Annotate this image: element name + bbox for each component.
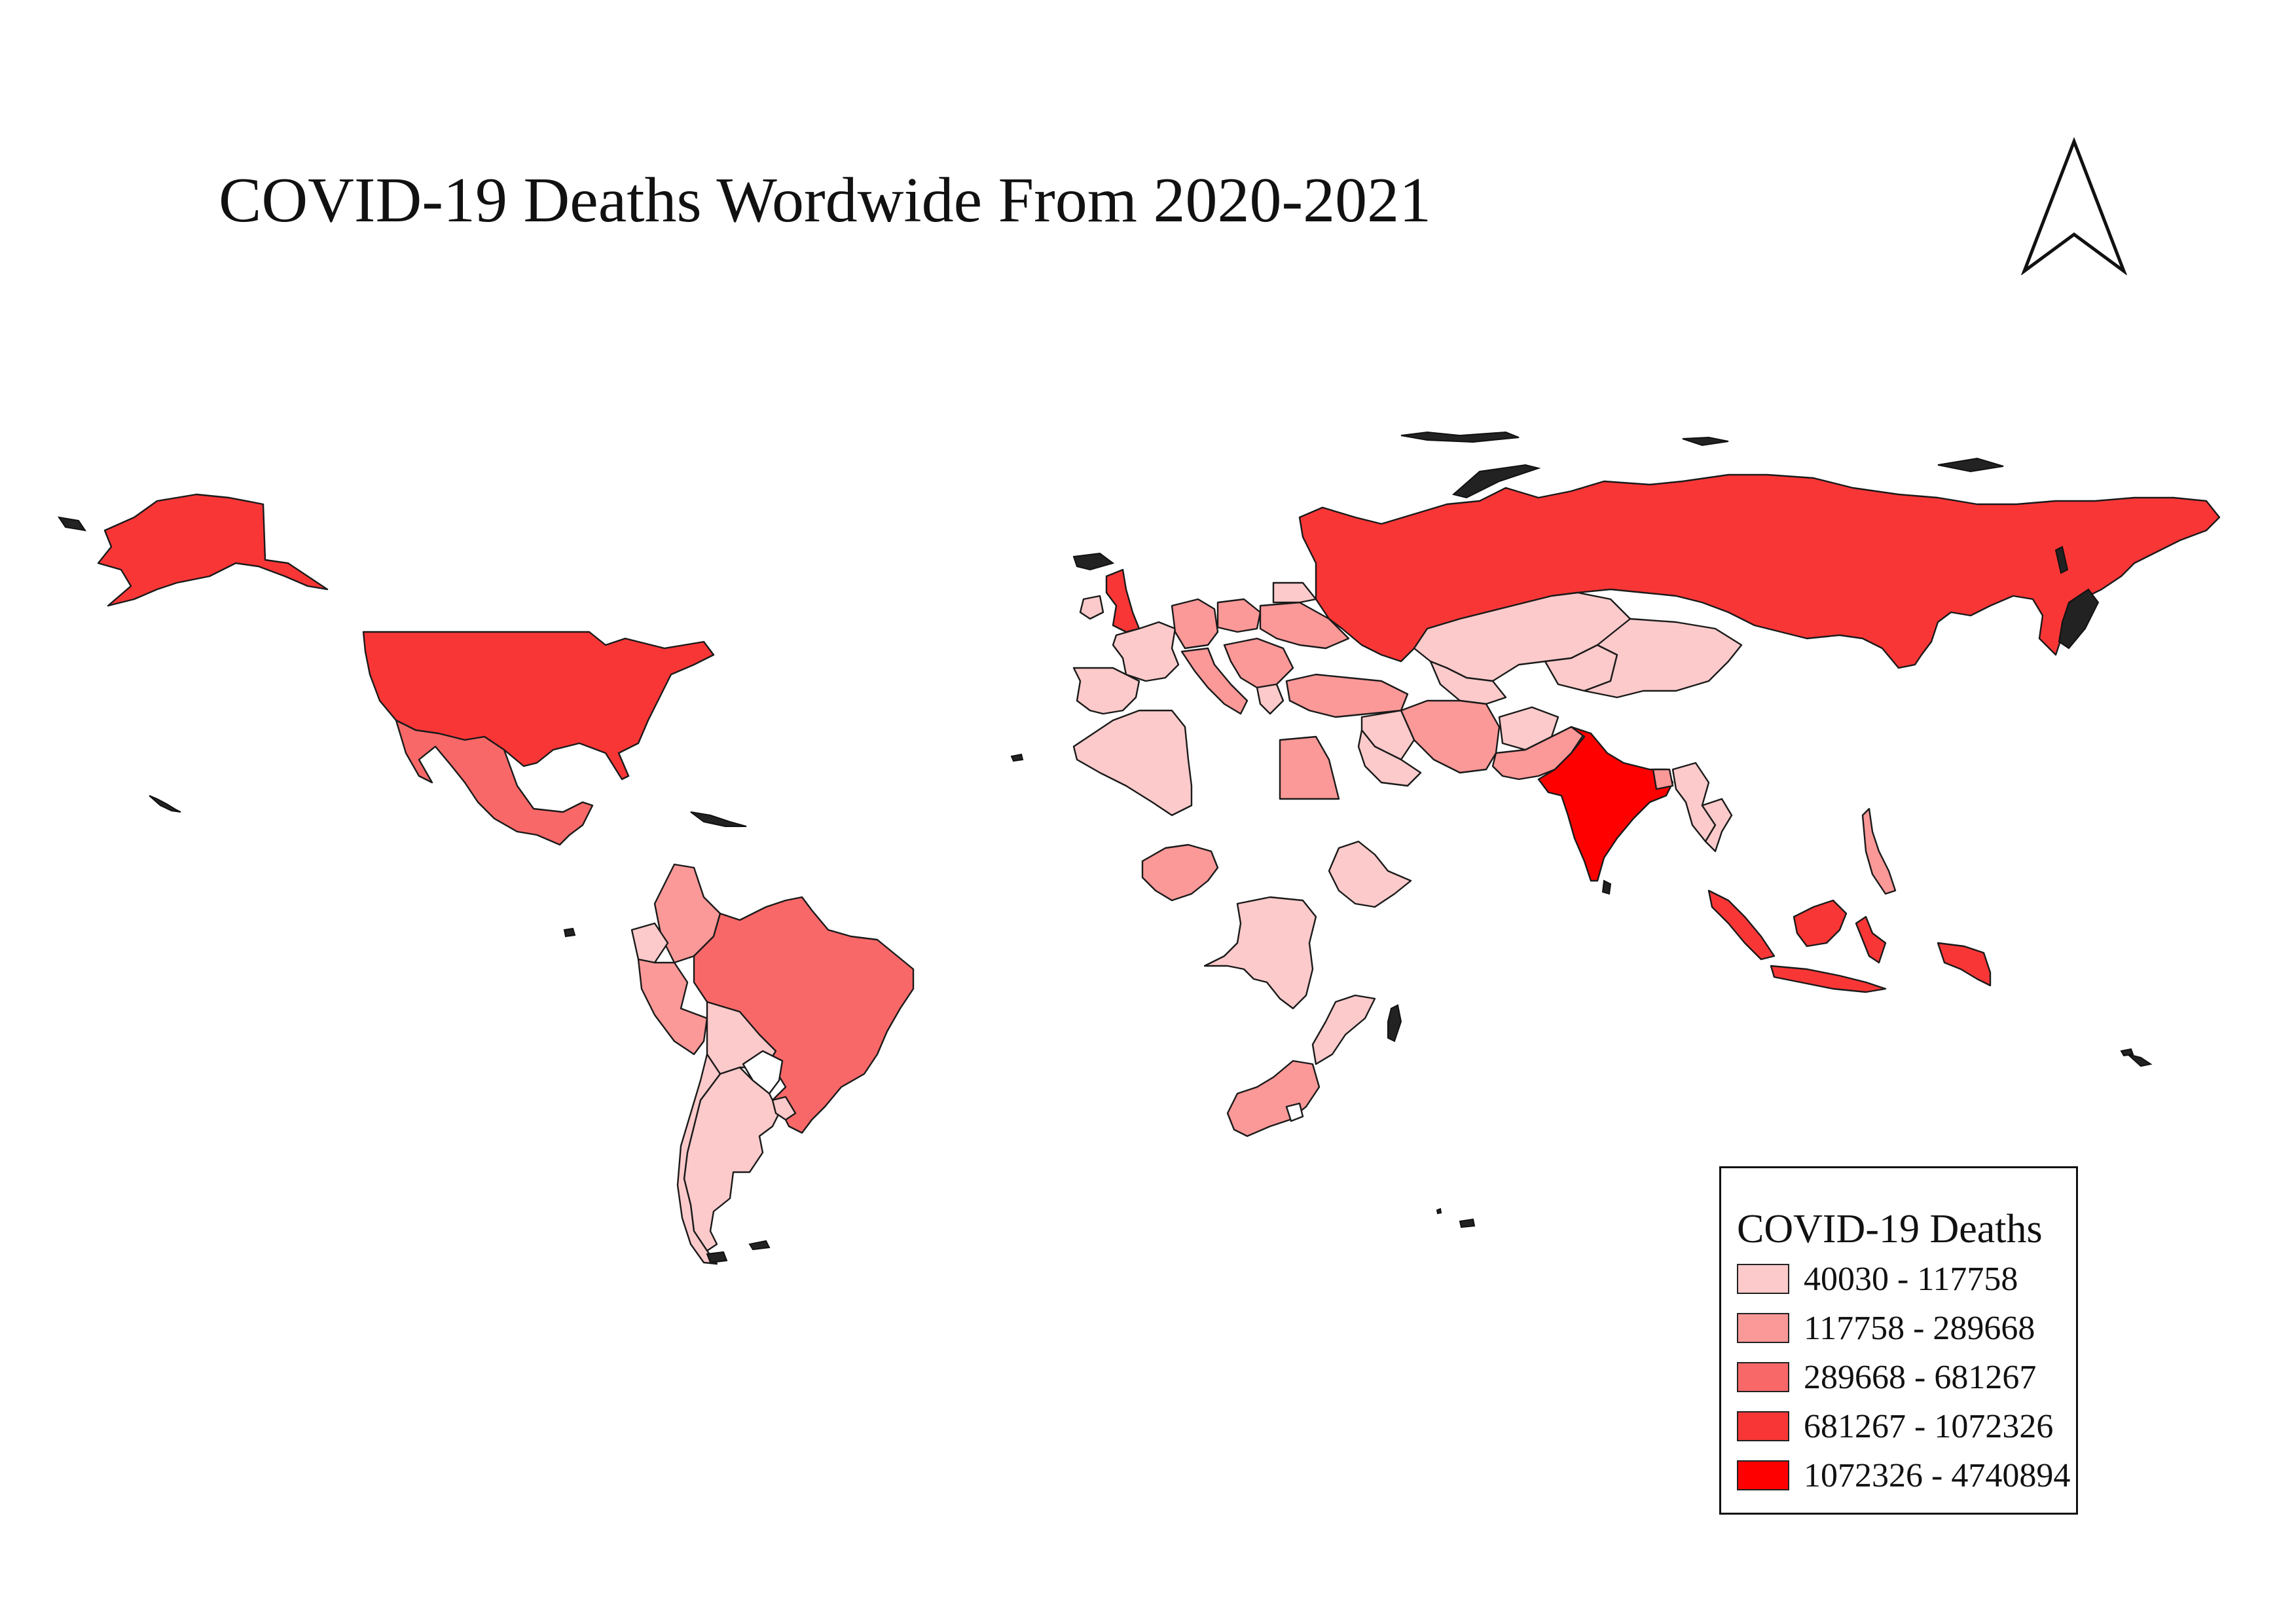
country-ireland xyxy=(1079,595,1104,620)
country-thailand xyxy=(1701,798,1733,853)
island-svalbard xyxy=(1400,431,1520,443)
legend-label: 289668 - 681267 xyxy=(1804,1358,2037,1396)
country-ecuador xyxy=(630,922,669,964)
legend-label: 1072326 - 4740894 xyxy=(1804,1456,2071,1494)
legend-label: 40030 - 117758 xyxy=(1804,1260,2018,1298)
north-arrow-icon xyxy=(2021,138,2127,275)
legend-swatch xyxy=(1737,1313,1789,1343)
map-legend: COVID-19 Deaths 40030 - 117758 117758 - … xyxy=(1719,1166,2078,1515)
country-belarus xyxy=(1272,581,1317,604)
country-balkans xyxy=(1223,637,1294,689)
country-france xyxy=(1112,621,1180,682)
country-india xyxy=(1537,726,1674,882)
country-lesotho xyxy=(1285,1102,1304,1122)
island-aleutian xyxy=(57,516,87,532)
island-pacific-1 xyxy=(1459,1218,1476,1228)
legend-swatch xyxy=(1737,1362,1789,1392)
country-dr-congo xyxy=(1203,896,1317,1010)
country-myanmar xyxy=(1671,762,1717,843)
legend-label: 117758 - 289668 xyxy=(1804,1309,2035,1347)
island-hawaii xyxy=(149,795,181,813)
country-nigeria xyxy=(1141,843,1219,902)
country-iran xyxy=(1400,699,1501,774)
island-canary xyxy=(1010,753,1024,762)
island-falklands xyxy=(748,1240,771,1251)
country-uruguay xyxy=(771,1096,797,1121)
country-south-africa xyxy=(1226,1060,1321,1137)
country-ukraine xyxy=(1259,601,1350,650)
country-indonesia-borneo xyxy=(1793,899,1848,948)
country-uk xyxy=(1105,568,1140,633)
country-indonesia-sulawesi xyxy=(1855,915,1887,964)
map-title: COVID-19 Deaths Wordwide From 2020-2021 xyxy=(219,165,1432,236)
country-germany xyxy=(1171,598,1219,650)
island-novaya-zemlya xyxy=(1451,464,1541,499)
island-iceland xyxy=(1072,552,1115,571)
country-indonesia-sumatra xyxy=(1707,889,1776,961)
island-pacific-3 xyxy=(2120,1048,2134,1057)
island-madagascar xyxy=(1387,1004,1402,1043)
country-algeria xyxy=(1072,709,1193,817)
country-ethiopia xyxy=(1328,840,1412,908)
country-greece xyxy=(1256,683,1285,715)
legend-swatch xyxy=(1737,1460,1789,1490)
country-china-region xyxy=(1583,618,1743,699)
island-arctic-russia xyxy=(1682,436,1729,447)
legend-swatch xyxy=(1737,1264,1789,1294)
island-galapagos xyxy=(563,927,576,938)
country-turkey xyxy=(1285,673,1409,718)
legend-item: 40030 - 117758 xyxy=(1737,1260,2018,1298)
country-alaska xyxy=(97,493,329,607)
legend-item: 289668 - 681267 xyxy=(1737,1358,2036,1396)
legend-label: 681267 - 1072326 xyxy=(1804,1407,2054,1445)
country-indonesia-papua xyxy=(1937,942,1992,987)
country-indonesia-java xyxy=(1770,965,1887,993)
island-pacific-2 xyxy=(1436,1208,1442,1215)
legend-title: COVID-19 Deaths xyxy=(1737,1207,2043,1251)
legend-item: 117758 - 289668 xyxy=(1737,1309,2035,1347)
legend-item: 681267 - 1072326 xyxy=(1737,1407,2053,1445)
island-sakhalin xyxy=(2054,545,2069,574)
island-sri-lanka xyxy=(1601,879,1612,895)
island-severnaya xyxy=(1937,457,2004,473)
country-bangladesh xyxy=(1652,768,1674,790)
island-new-zealand xyxy=(2127,1054,2153,1067)
island-tierra-del-fuego xyxy=(706,1251,728,1264)
island-japan xyxy=(2058,588,2100,650)
country-uzbekistan xyxy=(1429,660,1507,705)
legend-swatch xyxy=(1737,1411,1789,1441)
country-philippines xyxy=(1861,807,1897,895)
country-italy xyxy=(1180,647,1248,715)
country-saudi-arabia xyxy=(1357,729,1422,787)
island-caribbean xyxy=(690,811,747,827)
country-mozambique xyxy=(1311,994,1376,1065)
country-spain xyxy=(1072,667,1140,715)
country-mexico xyxy=(395,719,594,846)
legend-item: 1072326 - 4740894 xyxy=(1737,1456,2070,1494)
country-peru xyxy=(637,958,708,1056)
country-poland xyxy=(1216,598,1262,633)
country-egypt xyxy=(1279,735,1340,800)
